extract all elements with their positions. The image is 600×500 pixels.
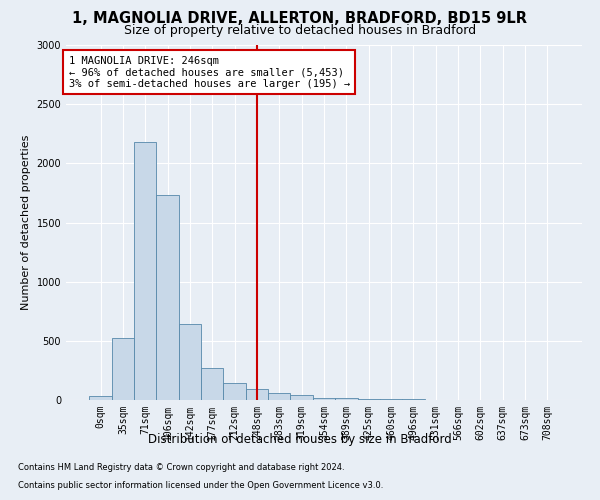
Bar: [290, 394, 313, 400]
Bar: [358, 399, 380, 400]
Bar: [313, 398, 335, 400]
Bar: [380, 399, 402, 400]
Text: Contains public sector information licensed under the Open Government Licence v3: Contains public sector information licen…: [18, 481, 383, 490]
Bar: [179, 324, 201, 400]
Bar: [134, 142, 157, 400]
Text: Distribution of detached houses by size in Bradford: Distribution of detached houses by size …: [148, 432, 452, 446]
Bar: [335, 398, 358, 400]
Text: 1, MAGNOLIA DRIVE, ALLERTON, BRADFORD, BD15 9LR: 1, MAGNOLIA DRIVE, ALLERTON, BRADFORD, B…: [73, 11, 527, 26]
Bar: [268, 394, 290, 400]
Y-axis label: Number of detached properties: Number of detached properties: [21, 135, 31, 310]
Bar: [157, 196, 179, 400]
Text: 1 MAGNOLIA DRIVE: 246sqm
← 96% of detached houses are smaller (5,453)
3% of semi: 1 MAGNOLIA DRIVE: 246sqm ← 96% of detach…: [68, 56, 350, 89]
Text: Contains HM Land Registry data © Crown copyright and database right 2024.: Contains HM Land Registry data © Crown c…: [18, 464, 344, 472]
Bar: [201, 368, 223, 400]
Text: Size of property relative to detached houses in Bradford: Size of property relative to detached ho…: [124, 24, 476, 37]
Bar: [223, 384, 246, 400]
Bar: [246, 390, 268, 400]
Bar: [112, 338, 134, 400]
Bar: [89, 396, 112, 400]
